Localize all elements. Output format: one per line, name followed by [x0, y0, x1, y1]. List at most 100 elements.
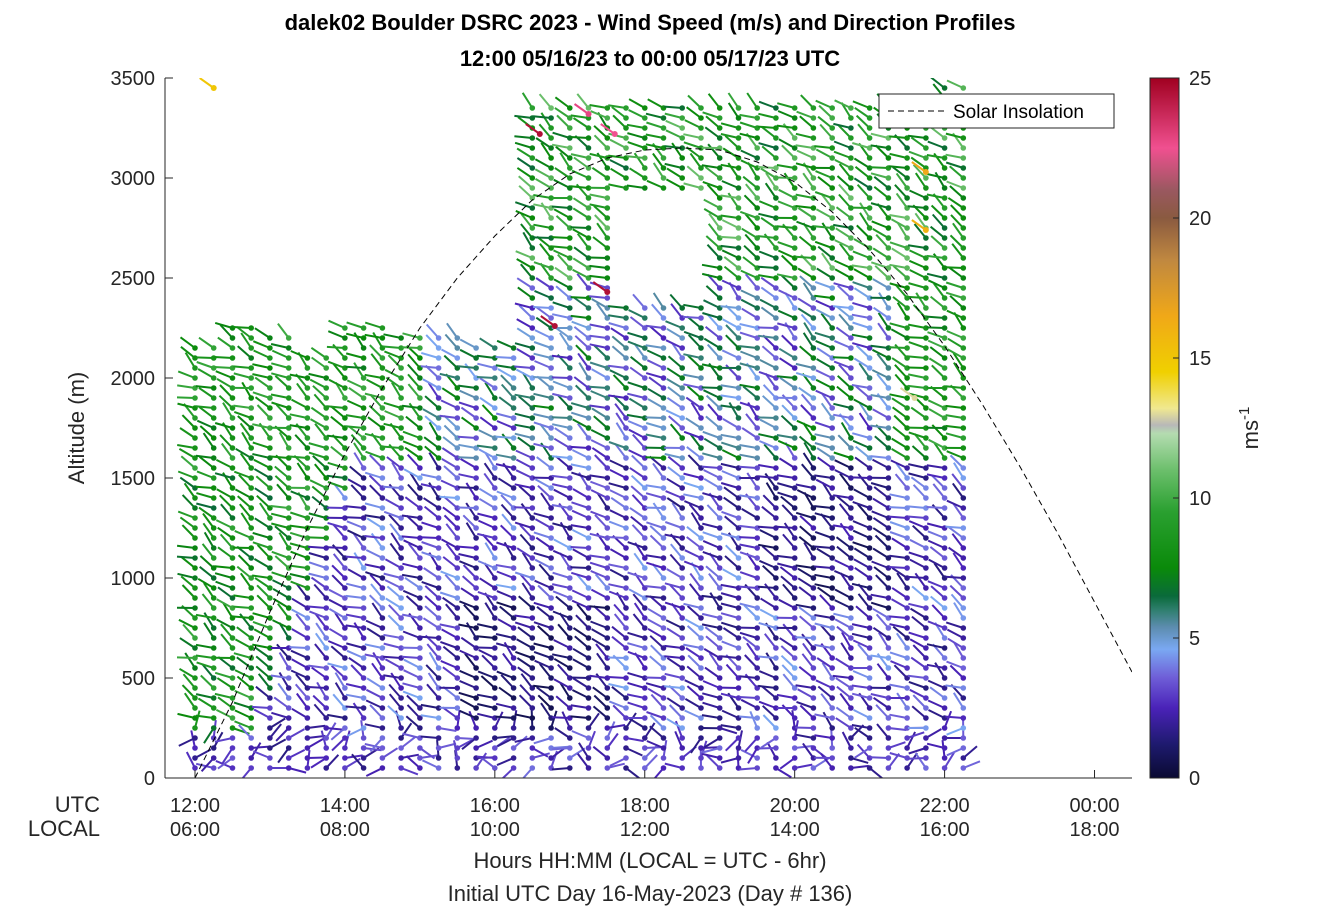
wind-barb-staff [816, 447, 833, 459]
wind-barb-staff [814, 474, 833, 479]
wind-barb-staff [851, 264, 870, 269]
wind-barb-staff [178, 667, 196, 679]
wind-barb-staff [889, 346, 908, 349]
wind-barb-staff [419, 754, 438, 759]
wind-barb-staff [929, 295, 946, 309]
wind-barb-staff [652, 502, 665, 519]
wind-barb-staff [389, 523, 402, 539]
wind-barb-staff [353, 452, 365, 469]
legend: Solar Insolation [878, 93, 1115, 129]
wind-barb-point [229, 525, 236, 531]
wind-barb-staff [607, 656, 627, 659]
wind-barb-staff [554, 107, 571, 119]
wind-barb-point [773, 505, 779, 511]
wind-barb-point [360, 685, 367, 691]
wind-barb-point [192, 675, 198, 681]
wind-barb-point [304, 595, 311, 601]
wind-barb-staff [384, 579, 402, 589]
wind-barb-staff [740, 350, 758, 359]
wind-barb-staff [683, 383, 702, 389]
wind-barb-point [529, 575, 536, 581]
wind-barb-staff [723, 256, 740, 269]
wind-barb-point [417, 455, 423, 461]
wind-barb-point [229, 755, 236, 761]
wind-barb-staff [198, 456, 215, 469]
wind-barb-point [848, 125, 854, 131]
wind-barb-point [604, 195, 611, 201]
wind-barb-point [304, 515, 311, 521]
wind-barb-staff [610, 327, 627, 339]
wind-barb-staff [666, 327, 683, 339]
wind-barb-point [548, 265, 554, 271]
wind-barb-point [360, 515, 367, 521]
wind-barb-staff [856, 184, 871, 199]
wind-barb-point [529, 505, 536, 511]
wind-barb-staff [214, 366, 233, 369]
wind-barb-point [941, 185, 948, 191]
wind-barb-staff [951, 243, 965, 259]
wind-barb-staff [839, 572, 852, 589]
wind-barb-staff [516, 277, 533, 289]
wind-barb-point [567, 305, 573, 311]
wind-barb-point [548, 405, 554, 411]
wind-barb-staff [739, 494, 758, 499]
wind-barb-staff [891, 397, 908, 409]
wind-barb-point [510, 745, 517, 751]
wind-barb-point [829, 375, 835, 381]
wind-barb-staff [555, 285, 571, 299]
wind-barb-staff [332, 693, 346, 709]
wind-barb-staff [519, 533, 534, 549]
wind-barb-point [192, 555, 198, 561]
y-tick-label: 3500 [111, 68, 156, 90]
wind-barb-staff [420, 483, 439, 489]
wind-barb-staff [702, 531, 721, 539]
wind-barb-staff [833, 122, 852, 129]
wind-barb-staff [589, 561, 608, 569]
wind-barb-point [810, 395, 817, 401]
wind-barb-staff [608, 132, 627, 139]
wind-barb-point [192, 655, 198, 661]
wind-barb-staff [614, 443, 627, 459]
wind-barb-staff [383, 674, 402, 679]
wind-barb-staff [334, 672, 346, 689]
wind-barb-point [904, 325, 910, 331]
wind-barb-staff [632, 593, 646, 609]
wind-barb-point [698, 415, 704, 421]
wind-barb-staff [914, 212, 927, 229]
wind-barb-point [716, 265, 723, 271]
wind-barb-point [866, 255, 873, 261]
wind-barb-point [585, 575, 592, 581]
wind-barb-point [848, 265, 854, 271]
wind-barb-point [773, 295, 779, 301]
wind-barb-point [323, 565, 330, 571]
wind-barb-point [679, 655, 685, 661]
wind-barb-staff [782, 583, 796, 599]
wind-barb-staff [893, 664, 908, 679]
wind-barb-staff [370, 583, 384, 599]
wind-barb-staff [933, 562, 946, 579]
wind-barb-staff [552, 380, 571, 389]
wind-barb-staff [872, 527, 889, 539]
wind-barb-staff [926, 173, 945, 179]
wind-barb-staff [667, 386, 683, 399]
wind-barb-staff [571, 730, 589, 739]
wind-barb-staff [533, 650, 552, 659]
wind-barb-staff [420, 473, 439, 479]
wind-barb-staff [366, 517, 383, 529]
wind-barb-staff [705, 415, 721, 429]
wind-barb-staff [707, 93, 721, 109]
wind-barb-point [829, 235, 835, 241]
wind-barb-staff [627, 681, 646, 689]
wind-barb-point [829, 135, 835, 141]
wind-barb-point [342, 355, 348, 361]
wind-barb-point [192, 535, 198, 541]
wind-barb-point [941, 655, 948, 661]
wind-barb-staff [590, 510, 608, 519]
wind-barb-staff [501, 767, 515, 778]
wind-barb-staff [820, 192, 833, 209]
wind-barb-staff [254, 327, 271, 339]
wind-barb-point [529, 695, 536, 701]
wind-barb-point [229, 655, 236, 661]
wind-barb-staff [907, 515, 926, 519]
wind-barb-point [754, 345, 760, 351]
